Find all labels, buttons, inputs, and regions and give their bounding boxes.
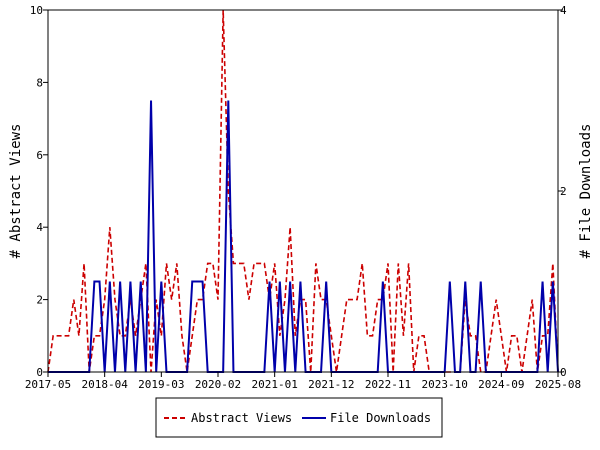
legend-label-file-downloads: File Downloads: [330, 411, 431, 425]
x-tick-label: 2022-11: [365, 378, 411, 391]
y-left-tick-label: 8: [36, 76, 43, 89]
y-right-tick-label: 2: [560, 185, 567, 198]
y-axis-right-title: # File Downloads: [578, 124, 594, 259]
y-axis-right: 0 2 4: [558, 4, 567, 379]
x-axis: 2017-05 2018-04 2019-03 2020-02 2021-01 2021-…: [25, 372, 581, 391]
y-right-tick-label: 0: [560, 366, 567, 379]
y-left-tick-label: 0: [36, 366, 43, 379]
x-tick-label: 2024-09: [478, 378, 524, 391]
x-tick-label: 2019-03: [138, 378, 184, 391]
x-tick-label: 2025-08: [535, 378, 581, 391]
x-tick-label: 2020-02: [195, 378, 241, 391]
y-left-tick-label: 4: [36, 221, 43, 234]
x-tick-label: 2021-12: [308, 378, 354, 391]
x-tick-label: 2017-05: [25, 378, 71, 391]
y-left-tick-label: 2: [36, 294, 43, 307]
legend-label-abstract-views: Abstract Views: [191, 411, 292, 425]
x-tick-label: 2018-04: [81, 378, 128, 391]
y-left-tick-label: 10: [30, 4, 43, 17]
y-axis-left-title: # Abstract Views: [8, 124, 24, 259]
y-axis-left: 0 2 4 6 8 10: [30, 4, 48, 379]
x-tick-label: 2021-01: [251, 378, 297, 391]
x-tick-label: 2023-10: [421, 378, 467, 391]
legend-box: [155, 397, 443, 438]
legend: Abstract Views File Downloads: [155, 397, 443, 438]
y-left-tick-label: 6: [36, 149, 43, 162]
y-right-tick-label: 4: [560, 4, 567, 17]
